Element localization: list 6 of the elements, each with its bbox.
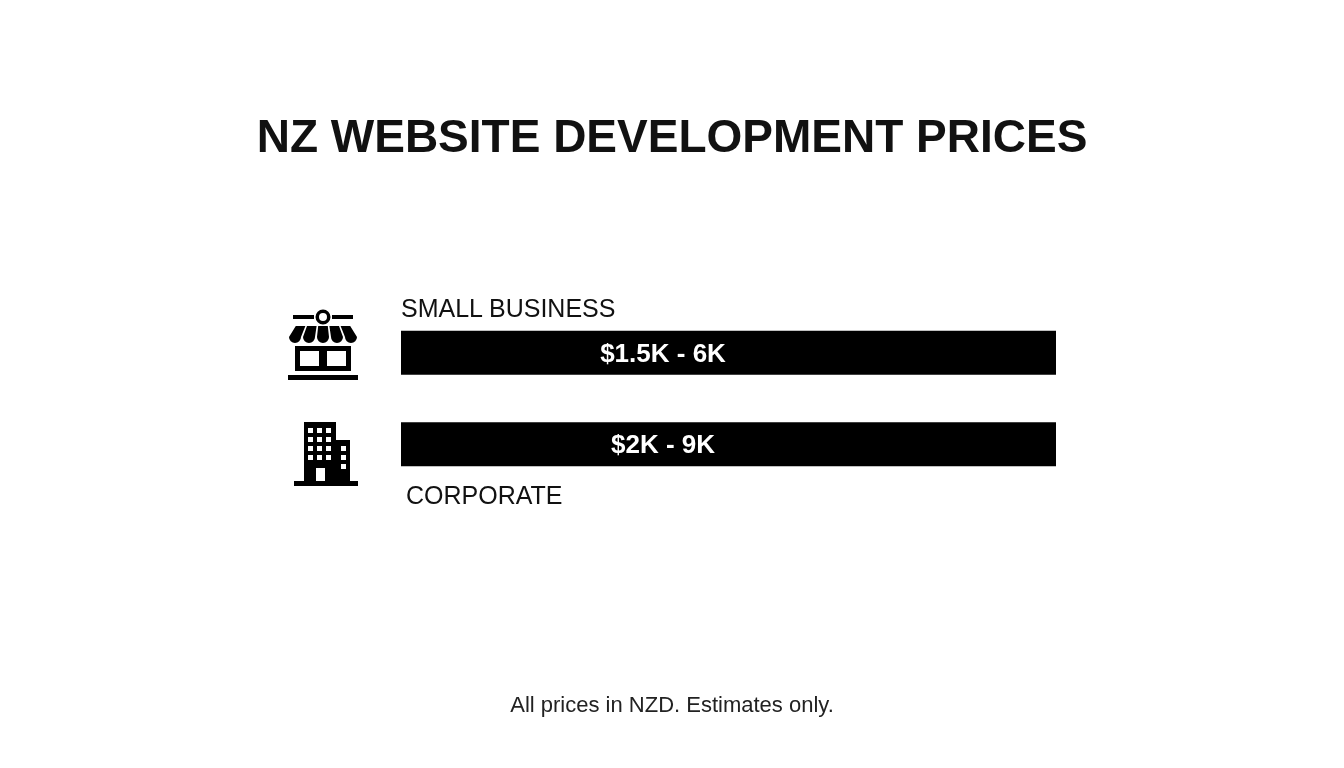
annotation: $1.5K - 6K [600,337,727,368]
chart-title: NZ WEBSITE DEVELOPMENT PRICES [256,110,1088,162]
annotation: $2K - 9K [610,429,716,460]
y-tick-label: SMALL BUSINESS [401,294,616,323]
text: All prices in NZD. Estimates only. [510,691,834,717]
y-tick-label: CORPORATE [406,480,563,509]
